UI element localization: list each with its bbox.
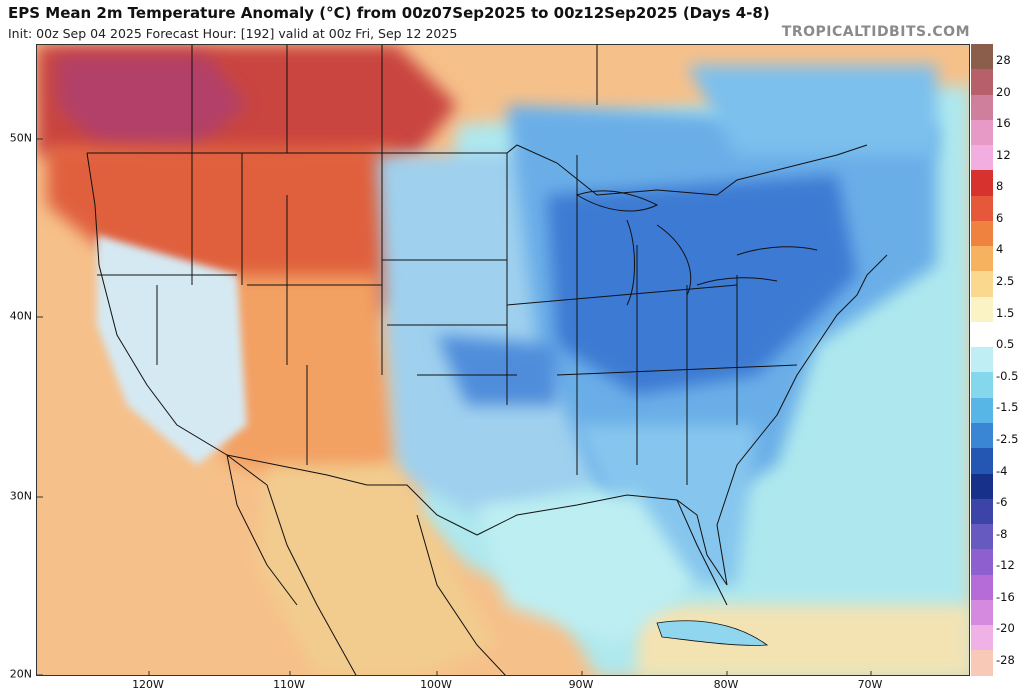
- quebec-cool: [687, 65, 937, 155]
- colorbar-swatch: [971, 397, 993, 423]
- lon-label: 80W: [713, 678, 739, 691]
- colorbar-swatch: [971, 574, 993, 600]
- lat-label: 50N: [9, 131, 32, 145]
- header: EPS Mean 2m Temperature Anomaly (°C) fro…: [0, 0, 1024, 44]
- colorbar-swatch: [971, 69, 993, 95]
- colorbar-swatch: [971, 246, 993, 272]
- midwest-cold: [547, 175, 857, 395]
- mexico-warm: [257, 465, 497, 675]
- temperature-anomaly-map: [36, 44, 970, 676]
- colorbar-swatch: [971, 119, 993, 146]
- lat-label: 20N: [9, 667, 32, 681]
- colorbar-swatch: [971, 625, 993, 651]
- grid-ticks: [37, 138, 872, 675]
- gulf-of-mexico: [477, 495, 697, 645]
- colorbar-label: -0.5: [996, 368, 1019, 383]
- map-title: EPS Mean 2m Temperature Anomaly (°C) fro…: [8, 4, 770, 22]
- colorbar-swatches: [971, 44, 993, 676]
- map-canvas: [37, 45, 969, 675]
- colorbar-label: -6: [996, 495, 1008, 510]
- colorbar-swatch: [971, 498, 993, 525]
- colorbar-swatch: [971, 145, 993, 171]
- colorbar-label: 6: [996, 210, 1004, 225]
- colorbar-label: -28: [996, 653, 1015, 667]
- colorbar-swatch: [971, 195, 993, 221]
- colorbar-label: 16: [996, 116, 1011, 131]
- lon-label: 70W: [857, 678, 883, 691]
- colorbar-label: 1.5: [996, 305, 1015, 320]
- colorbar-swatch: [971, 220, 993, 247]
- colorbar-label: -16: [996, 589, 1015, 604]
- colorbar-swatch: [971, 473, 993, 499]
- colorbar-labels: 28 20 16 12 8 6 4 2.5 1.5 0.5 -0.5 -1.5 -2.5 -4 -6 -8 -1…: [993, 44, 1024, 676]
- map-subtitle: Init: 00z Sep 04 2025 Forecast Hour: [19…: [8, 26, 458, 41]
- great-basin-pale: [97, 235, 247, 465]
- colorbar-swatch: [971, 170, 993, 196]
- colorbar-swatch: [971, 650, 993, 676]
- lon-label: 110W: [273, 678, 305, 691]
- latitude-labels: 50N 40N 30N 20N: [0, 44, 36, 681]
- colorbar-swatch: [971, 321, 993, 348]
- colorbar-swatch: [971, 422, 993, 449]
- colorbar-label: 4: [996, 242, 1004, 257]
- cuba-island: [656, 620, 769, 646]
- political-borders: [86, 45, 888, 675]
- colorbar-swatch: [971, 44, 993, 70]
- colorbar-swatch: [971, 524, 993, 550]
- colorbar-label: 2.5: [996, 274, 1015, 289]
- colorbar-label: 12: [996, 147, 1011, 162]
- colorbar-label: -1.5: [996, 400, 1019, 415]
- colorbar-swatch: [971, 271, 993, 297]
- colorbar-label: -2.5: [996, 431, 1019, 446]
- colorbar-label: -4: [996, 463, 1008, 478]
- caribbean-pale: [637, 605, 969, 675]
- lat-label: 40N: [9, 309, 32, 323]
- colorbar-swatch: [971, 296, 993, 322]
- colorbar-swatch: [971, 372, 993, 398]
- colorbar-label: 28: [996, 53, 1011, 67]
- lat-label: 30N: [9, 489, 32, 503]
- brand-watermark: TROPICALTIDBITS.COM: [781, 24, 970, 40]
- colorbar-legend: 28 20 16 12 8 6 4 2.5 1.5 0.5 -0.5 -1.5 -2.5 -4 -6 -8 -1…: [971, 44, 1024, 676]
- colorbar-swatch: [971, 347, 993, 373]
- colorbar-label: 20: [996, 84, 1011, 99]
- southeast-cool: [577, 425, 757, 585]
- colorbar-swatch: [971, 599, 993, 626]
- colorbar-label: -20: [996, 621, 1015, 636]
- southern-plains-cold: [437, 335, 557, 405]
- colorbar-swatch: [971, 549, 993, 575]
- longitude-labels: 120W 110W 100W 90W 80W 70W: [36, 678, 970, 696]
- colorbar-swatch: [971, 94, 993, 120]
- canada-very-hot: [57, 55, 247, 155]
- colorbar-swatch: [971, 448, 993, 474]
- lon-label: 120W: [132, 678, 164, 691]
- colorbar-label: 8: [996, 179, 1004, 194]
- lon-label: 90W: [568, 678, 594, 691]
- colorbar-label: -8: [996, 526, 1008, 541]
- colorbar-label: -12: [996, 558, 1015, 573]
- colorbar-label: 0.5: [996, 337, 1015, 352]
- lon-label: 100W: [420, 678, 452, 691]
